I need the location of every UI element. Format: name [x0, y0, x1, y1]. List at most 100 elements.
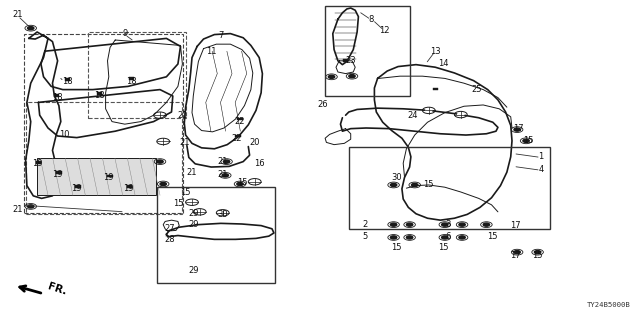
Text: 21: 21 [187, 168, 197, 177]
Bar [108, 175, 113, 177]
Text: 25: 25 [472, 85, 482, 94]
Bar [129, 77, 134, 80]
Bar [76, 185, 81, 188]
Text: 18: 18 [52, 93, 63, 102]
Text: 15: 15 [523, 136, 533, 145]
Text: 18: 18 [126, 77, 136, 86]
Circle shape [459, 236, 465, 239]
Text: 15: 15 [488, 232, 498, 241]
Bar [36, 161, 41, 164]
Bar [65, 78, 70, 81]
Text: 23: 23 [346, 56, 356, 65]
Circle shape [442, 223, 448, 226]
Text: 15: 15 [180, 188, 191, 197]
Circle shape [426, 109, 432, 112]
Circle shape [196, 210, 203, 213]
Text: 29: 29 [188, 266, 198, 275]
Bar [37, 158, 156, 195]
Text: 19: 19 [123, 184, 133, 193]
Circle shape [534, 251, 541, 254]
Circle shape [406, 236, 413, 239]
Text: 21: 21 [177, 111, 188, 120]
Text: 19: 19 [72, 184, 82, 193]
Text: 13: 13 [430, 47, 440, 56]
Circle shape [157, 114, 163, 117]
Text: 21: 21 [179, 138, 189, 147]
Circle shape [514, 128, 520, 131]
Text: 17: 17 [513, 124, 524, 133]
Circle shape [349, 75, 355, 78]
Bar [236, 135, 241, 137]
Text: 10: 10 [59, 130, 69, 139]
Text: 4: 4 [538, 165, 543, 174]
Text: 18: 18 [62, 77, 72, 86]
Text: 8: 8 [369, 15, 374, 24]
Text: 19: 19 [52, 170, 63, 179]
Text: 17: 17 [510, 252, 520, 260]
Text: 19: 19 [104, 173, 114, 182]
Circle shape [514, 251, 520, 254]
Text: 15: 15 [532, 252, 543, 260]
Text: 5: 5 [362, 232, 367, 241]
Circle shape [483, 223, 490, 226]
Bar [97, 92, 102, 95]
Bar [54, 94, 59, 97]
Text: FR.: FR. [46, 282, 68, 297]
Text: 15: 15 [438, 244, 448, 252]
Text: 28: 28 [164, 236, 175, 244]
Bar [127, 185, 132, 188]
Circle shape [28, 27, 34, 30]
Circle shape [442, 236, 448, 239]
Circle shape [157, 160, 163, 163]
Text: 15: 15 [392, 244, 402, 252]
Circle shape [223, 160, 230, 163]
Circle shape [220, 211, 226, 214]
Circle shape [222, 174, 228, 177]
Circle shape [412, 183, 418, 187]
Text: 15: 15 [237, 178, 247, 187]
Text: 30: 30 [392, 173, 402, 182]
Bar [433, 88, 438, 90]
Circle shape [390, 183, 397, 187]
Circle shape [28, 205, 34, 208]
Circle shape [459, 223, 465, 226]
Text: 29: 29 [188, 220, 198, 229]
Text: 30: 30 [218, 210, 228, 219]
Bar [26, 102, 182, 214]
Circle shape [390, 223, 397, 226]
Circle shape [189, 201, 195, 204]
Circle shape [406, 223, 413, 226]
Text: TY24B5000B: TY24B5000B [587, 302, 630, 308]
Bar [325, 6, 410, 96]
Text: 22: 22 [235, 117, 245, 126]
Text: 21: 21 [218, 157, 228, 166]
Circle shape [160, 140, 166, 143]
Bar [24, 34, 183, 213]
Text: 15: 15 [173, 199, 183, 208]
Text: 21: 21 [13, 205, 23, 214]
Bar [88, 32, 186, 118]
Text: 16: 16 [254, 159, 264, 168]
Circle shape [328, 75, 335, 78]
Text: 1: 1 [538, 152, 543, 161]
Text: 11: 11 [206, 47, 216, 56]
Text: 18: 18 [94, 92, 104, 100]
Circle shape [458, 113, 464, 116]
Text: 26: 26 [318, 100, 328, 109]
Text: 20: 20 [250, 138, 260, 147]
Text: 3: 3 [445, 220, 451, 229]
Text: 6: 6 [445, 232, 451, 241]
Text: 14: 14 [438, 60, 448, 68]
Bar [343, 59, 348, 61]
Text: 24: 24 [408, 111, 418, 120]
Circle shape [160, 182, 166, 186]
Text: 19: 19 [32, 159, 42, 168]
Circle shape [237, 182, 243, 186]
Bar [157, 187, 275, 283]
Text: 27: 27 [164, 224, 175, 233]
Circle shape [390, 236, 397, 239]
Text: 15: 15 [424, 180, 434, 189]
Text: 21: 21 [13, 10, 23, 19]
Bar [237, 118, 243, 120]
Text: 21: 21 [218, 170, 228, 179]
